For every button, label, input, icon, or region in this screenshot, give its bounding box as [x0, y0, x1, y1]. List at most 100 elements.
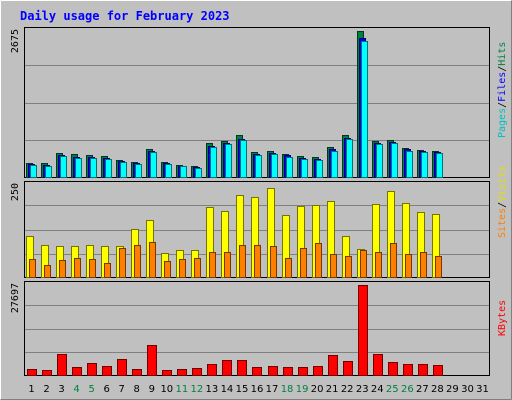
bar-sites-day-9	[149, 242, 156, 278]
bar-sites-day-12	[194, 258, 201, 278]
bar-pages-day-17	[271, 154, 278, 178]
series-kbytes	[27, 285, 443, 376]
legend-item-separator: /	[497, 102, 508, 108]
bar-sites-day-10	[164, 261, 171, 278]
x-tick-label-day-25: 25	[386, 384, 399, 395]
bar-sites-day-21	[330, 254, 337, 278]
bar-sites-day-17	[270, 246, 277, 278]
x-tick-label-day-8: 8	[134, 384, 140, 395]
bar-sites-day-2	[44, 265, 51, 278]
legend-item-pages: Pages	[497, 108, 508, 138]
bar-pages-day-9	[150, 152, 157, 178]
bar-kbytes-day-2	[42, 370, 52, 376]
x-tick-label-day-24: 24	[371, 384, 384, 395]
bar-kbytes-day-26	[403, 364, 413, 376]
bar-kbytes-day-21	[328, 355, 338, 376]
bar-kbytes-day-18	[283, 367, 293, 376]
bar-pages-day-3	[60, 156, 67, 178]
y-max-label-kbytes: 27697	[10, 283, 21, 313]
panel-kbytes-area	[24, 281, 490, 376]
bar-pages-day-12	[195, 168, 202, 178]
bar-pages-day-5	[90, 158, 97, 178]
bar-sites-day-23	[360, 250, 367, 278]
x-tick-label-day-29: 29	[446, 384, 459, 395]
panel-visits-sites: 250 Sites/Visits	[10, 166, 508, 278]
bar-kbytes-day-14	[222, 360, 232, 376]
bar-sites-day-22	[345, 256, 352, 278]
bar-kbytes-day-19	[298, 367, 308, 376]
x-tick-label-day-27: 27	[416, 384, 429, 395]
bar-sites-day-16	[254, 245, 261, 278]
bar-pages-day-27	[421, 152, 428, 178]
bar-pages-day-8	[135, 164, 142, 178]
bar-sites-day-8	[134, 245, 141, 278]
bar-pages-day-14	[225, 144, 232, 178]
bar-sites-day-26	[405, 254, 412, 278]
bar-pages-day-4	[75, 158, 82, 178]
bar-pages-day-21	[331, 151, 338, 178]
bar-sites-day-13	[209, 252, 216, 278]
x-tick-label-day-22: 22	[341, 384, 354, 395]
bar-kbytes-day-22	[343, 361, 353, 376]
bar-sites-day-3	[59, 260, 66, 278]
x-axis-labels: 1 2 3 4 5 6 7 8 9 10 11 12 13 14 15 16 17 18 19 20 21 22 23 24 2…	[28, 384, 489, 395]
bar-sites-day-19	[300, 248, 307, 278]
bar-kbytes-day-24	[373, 354, 383, 376]
x-tick-label-day-5: 5	[88, 384, 94, 395]
x-tick-label-day-2: 2	[43, 384, 49, 395]
bar-kbytes-day-12	[192, 368, 202, 376]
x-tick-label-day-14: 14	[221, 384, 234, 395]
x-tick-label-day-21: 21	[326, 384, 339, 395]
bar-kbytes-day-20	[313, 366, 323, 376]
bar-pages-day-16	[255, 155, 262, 178]
bar-sites-day-1	[29, 259, 36, 278]
bar-sites-day-15	[239, 245, 246, 278]
x-tick-label-day-30: 30	[461, 384, 474, 395]
bar-pages-day-23	[361, 41, 368, 178]
bar-kbytes-day-8	[132, 369, 142, 376]
y-max-label-visits-sites: 250	[10, 183, 21, 201]
bar-sites-day-14	[224, 252, 231, 278]
bar-sites-day-25	[390, 243, 397, 278]
bar-pages-day-28	[436, 153, 443, 178]
bar-sites-day-7	[119, 248, 126, 278]
bar-pages-day-25	[391, 143, 398, 178]
x-tick-label-day-7: 7	[119, 384, 125, 395]
bar-sites-day-6	[104, 263, 111, 278]
x-tick-label-day-28: 28	[431, 384, 444, 395]
bar-kbytes-day-17	[268, 366, 278, 376]
bar-kbytes-day-27	[418, 364, 428, 376]
legend-item-separator: /	[497, 202, 508, 208]
bar-sites-day-27	[420, 252, 427, 278]
bar-pages-day-26	[406, 151, 413, 178]
bar-sites-day-4	[74, 258, 81, 278]
bar-pages-day-19	[301, 159, 308, 178]
bar-pages-day-13	[210, 147, 217, 178]
bar-kbytes-day-15	[237, 360, 247, 376]
bar-pages-day-10	[165, 164, 172, 178]
bar-pages-day-20	[316, 160, 323, 178]
bar-pages-day-11	[180, 166, 187, 178]
x-tick-label-day-13: 13	[206, 384, 219, 395]
series-sites	[29, 242, 442, 278]
x-tick-label-day-1: 1	[28, 384, 34, 395]
x-tick-label-day-18: 18	[281, 384, 294, 395]
x-tick-label-day-3: 3	[58, 384, 64, 395]
bar-sites-day-24	[375, 252, 382, 278]
x-tick-label-day-11: 11	[175, 384, 188, 395]
bar-sites-day-20	[315, 243, 322, 278]
bar-kbytes-day-23	[358, 285, 368, 376]
bar-kbytes-day-3	[57, 354, 67, 376]
x-tick-label-day-20: 20	[311, 384, 324, 395]
bar-kbytes-day-7	[117, 359, 127, 376]
x-tick-label-day-10: 10	[160, 384, 173, 395]
x-tick-label-day-4: 4	[73, 384, 79, 395]
bar-pages-day-2	[45, 166, 52, 178]
bar-sites-day-11	[179, 259, 186, 278]
legend-item-kbytes: KBytes	[497, 300, 508, 336]
bar-kbytes-day-11	[177, 369, 187, 376]
